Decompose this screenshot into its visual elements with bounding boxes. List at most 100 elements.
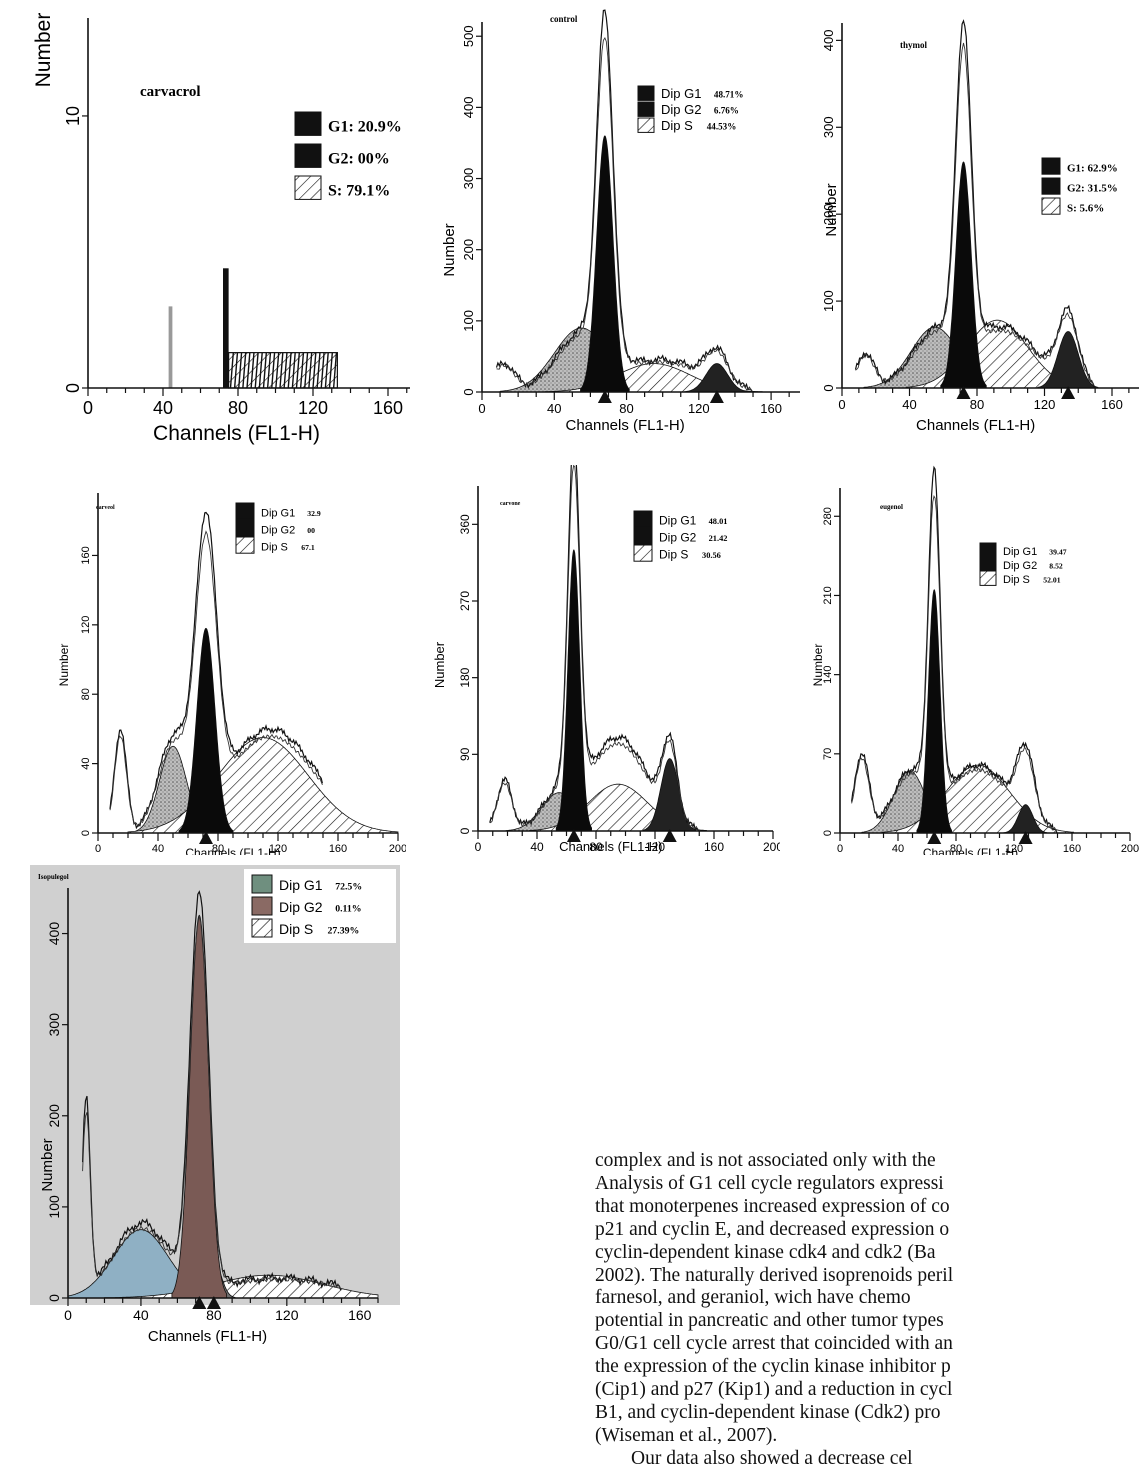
panel-title: carvone (500, 501, 521, 507)
histogram-carvacrol: 0 40 80 120 160 0 10 Channels (FL1-H) Number carv… (0, 0, 410, 460)
legend-value: 72.5% (335, 881, 362, 892)
g1-peak (916, 589, 953, 834)
legend-swatch-g2 (637, 101, 655, 117)
y-tick-label: 210 (822, 586, 834, 604)
chart-svg-carveol: 0 40 80 120 160 200 0 40 80 120 160 Channels (FL1-H… (57, 493, 406, 855)
legend-value: 00 (307, 526, 315, 535)
legend-label: S: 79.1% (328, 183, 390, 200)
legend-label: S: 5.6% (1067, 203, 1104, 215)
histogram-control: 0 40 80 120 160 0 100 200 300 400 500 Channels (FL1… (440, 0, 800, 440)
legend: Dip G1 48.01 Dip G2 21.42 Dip S 30.56 (633, 510, 728, 562)
panel-title: Isopulegol (38, 873, 69, 881)
y-tick-label: 360 (458, 514, 472, 534)
y-axis-label: Number (823, 183, 840, 236)
legend-label: Dip G1 (1003, 546, 1037, 558)
x-tick-label: 80 (589, 840, 603, 854)
total-envelope (109, 511, 323, 830)
legend-value: 27.39% (328, 925, 360, 936)
x-tick-label: 80 (206, 1307, 222, 1323)
y-tick-label: 400 (461, 97, 476, 119)
g2-peak (1037, 331, 1100, 389)
y-tick-label: 100 (461, 310, 476, 332)
x-axis-label: Channels (FL1-H) (153, 422, 320, 445)
y-tick-label: 10 (63, 106, 83, 126)
g1-peak (555, 549, 593, 832)
legend-label: G1: 62.9% (1067, 163, 1118, 175)
legend-swatch-s (979, 570, 997, 586)
axes (82, 18, 410, 396)
x-tick-label: 0 (83, 398, 93, 418)
y-tick-label: 80 (80, 688, 92, 700)
histogram-eugenol: 0 40 80 120 160 200 0 70 140 210 280 Channels (FL1-… (810, 465, 1139, 855)
legend-label: Dip G1 (659, 514, 697, 528)
legend-label: Dip G1 (661, 86, 701, 101)
g2-peak (1003, 804, 1049, 834)
x-tick-label: 120 (645, 840, 665, 854)
fit-envelope (82, 915, 342, 1289)
x-tick-label: 0 (95, 843, 101, 855)
legend: G1: 20.9% G2: 00% S: 79.1% (294, 111, 402, 200)
x-tick-label: 120 (1005, 843, 1023, 855)
y-tick-label: 180 (458, 667, 472, 687)
body-line: p21 and cyclin E, and decreased expressi… (595, 1218, 950, 1240)
histogram-bars (168, 268, 338, 389)
x-tick-label: 40 (547, 401, 561, 416)
x-tick-label: 40 (530, 840, 544, 854)
bar-g0 (168, 306, 173, 388)
legend-swatch-g2 (294, 143, 322, 168)
legend-value: 8.52 (1049, 562, 1063, 571)
g1-peak (171, 914, 228, 1299)
g1-peak (580, 135, 630, 393)
axes (62, 888, 379, 1306)
x-tick-label: 160 (1063, 843, 1081, 855)
legend-value: 48.01 (709, 517, 728, 526)
legend-value: 52.01 (1043, 576, 1060, 585)
legend-label: Dip S (659, 548, 688, 562)
legend-value: 39.47 (1049, 548, 1066, 557)
y-tick-label: 0 (63, 383, 83, 393)
x-tick-label: 0 (475, 840, 482, 854)
axes (92, 493, 399, 841)
peak-marker (927, 831, 942, 844)
legend-swatch-s (235, 536, 255, 554)
histogram-carvone: 0 40 80 120 160 200 0 90 180 270 360 Channels (FL1-… (430, 465, 780, 855)
peak-marker (199, 831, 213, 844)
body-line: cyclin-dependent kinase cdk4 and cdk2 (B… (595, 1241, 936, 1263)
legend-swatch-g1 (633, 510, 653, 528)
y-tick-label: 0 (821, 384, 836, 391)
legend-swatch-g1 (1041, 157, 1061, 175)
y-tick-label: 100 (821, 290, 836, 312)
y-tick-label: 280 (822, 507, 834, 525)
legend-value: 21.42 (709, 534, 728, 543)
legend-swatch-g1 (637, 85, 655, 101)
y-tick-label: 100 (46, 1195, 62, 1219)
x-tick-label: 0 (478, 401, 485, 416)
legend-value: 67.1 (301, 543, 315, 552)
y-tick-label: 70 (822, 748, 834, 760)
total-envelope (82, 890, 342, 1291)
body-line: Analysis of G1 cell cycle regulators exp… (595, 1172, 944, 1194)
body-line: 2002). The naturally derived isoprenoids… (595, 1264, 954, 1286)
fit-envelope (109, 530, 323, 827)
total-envelope (854, 19, 1095, 389)
y-tick-label: 200 (461, 239, 476, 261)
s-phase-curve (104, 1274, 379, 1299)
peak-marker (956, 386, 971, 399)
legend: G1: 62.9% G2: 31.5% S: 5.6% (1041, 157, 1118, 215)
legend: Dip G1 72.5% Dip G2 0.11% Dip S 27.39% (244, 869, 396, 943)
x-tick-label: 0 (837, 843, 843, 855)
histogram-carveol: 0 40 80 120 160 200 0 40 80 120 160 Channels (FL1-H… (56, 465, 406, 855)
legend-swatch-g2 (633, 527, 653, 545)
legend-label: Dip G1 (279, 877, 323, 893)
total-envelope (851, 465, 1058, 834)
legend-label: Dip S (1003, 574, 1030, 586)
x-tick-label: 80 (228, 398, 248, 418)
body-text: complex and is not associated only with … (595, 1150, 1139, 1471)
body-line: potential in pancreatic and other tumor … (595, 1310, 944, 1332)
legend-swatch-g1 (294, 111, 322, 136)
legend-label: Dip G2 (659, 531, 697, 545)
legend: Dip G1 39.47 Dip G2 8.52 Dip S 52.01 (979, 542, 1067, 586)
x-axis-label: Channels (FL1-H) (185, 846, 280, 855)
x-tick-label: 120 (688, 401, 710, 416)
legend-label: G1: 20.9% (328, 119, 402, 136)
